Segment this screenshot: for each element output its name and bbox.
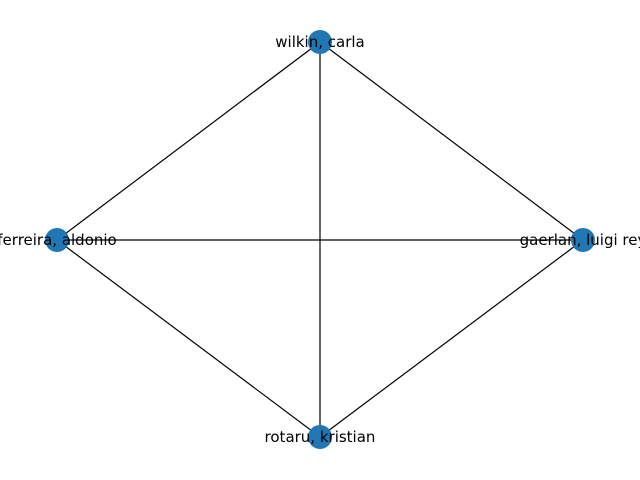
edge-ferreira-rotaru — [56, 239, 321, 438]
edge-gaerlan-rotaru — [319, 239, 584, 438]
node-label-gaerlan: gaerlan, luigi rey — [520, 231, 640, 249]
node-gaerlan — [571, 228, 595, 252]
node-label-ferreira: ferreira, aldonio — [0, 231, 117, 249]
node-rotaru — [308, 425, 332, 449]
nodes-layer — [45, 30, 595, 449]
edge-wilkin-ferreira — [56, 41, 321, 241]
edge-wilkin-gaerlan — [319, 41, 584, 241]
labels-layer: wilkin, carla ferreira, aldonio gaerlan, l… — [0, 33, 640, 446]
node-ferreira — [45, 228, 69, 252]
node-label-rotaru: rotaru, kristian — [265, 428, 376, 446]
edges-layer — [56, 41, 584, 438]
node-label-wilkin: wilkin, carla — [275, 33, 364, 51]
node-wilkin — [308, 30, 332, 54]
